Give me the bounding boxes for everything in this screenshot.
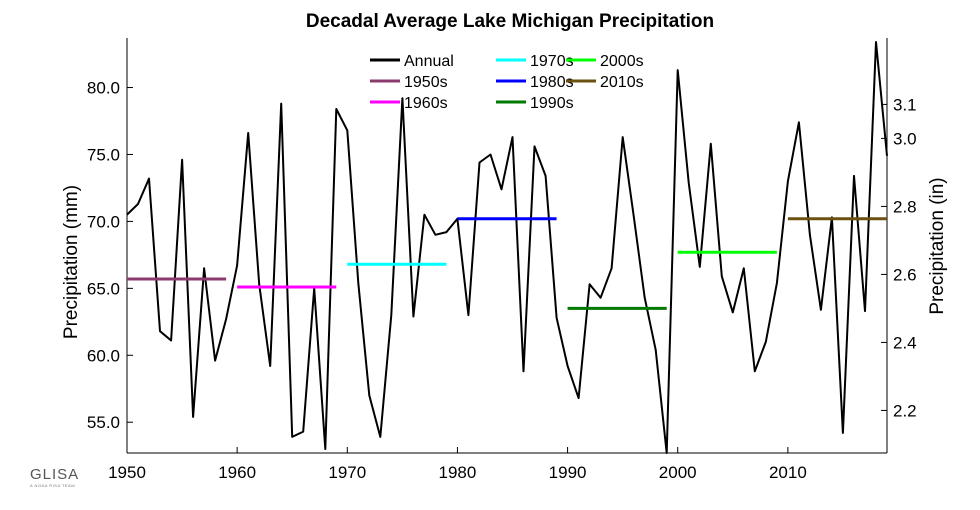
legend-label: 1970s — [530, 53, 574, 70]
x-tick-label: 1950 — [108, 463, 146, 482]
x-tick-label: 1970 — [328, 463, 366, 482]
annual-series-line — [126, 41, 888, 454]
y2-tick-label: 3.1 — [893, 95, 917, 114]
legend: Annual 1950s 1960s 1970s 1980s 1990s 2000s 2010… — [370, 53, 644, 112]
glisa-logo: GLISA A NOAA RISA TEAM — [30, 466, 79, 488]
x-tick-label: 2010 — [769, 463, 807, 482]
y2-tick-label: 2.4 — [893, 333, 917, 352]
y-tick-label: 75.0 — [87, 145, 120, 164]
legend-label: 2000s — [600, 53, 644, 70]
y2-axis-label: Precipitation (in) — [927, 177, 948, 314]
y2-tick-label: 3.0 — [893, 129, 917, 148]
x-tick-label: 2000 — [659, 463, 697, 482]
x-tick-label: 1980 — [439, 463, 477, 482]
y-tick-label: 55.0 — [87, 413, 120, 432]
legend-label: 2010s — [600, 74, 644, 91]
x-tick-label: 1990 — [549, 463, 587, 482]
y-tick-label: 65.0 — [87, 279, 120, 298]
logo-subtext: A NOAA RISA TEAM — [30, 483, 76, 488]
legend-label: 1990s — [530, 95, 574, 112]
y2-tick-label: 2.2 — [893, 401, 917, 420]
y-tick-label: 70.0 — [87, 212, 120, 231]
legend-label: Annual — [404, 53, 454, 70]
x-tick-label: 1960 — [218, 463, 256, 482]
y-tick-label: 60.0 — [87, 346, 120, 365]
legend-label: 1960s — [404, 95, 448, 112]
y-tick-label: 80.0 — [87, 79, 120, 98]
logo-text: GLISA — [30, 466, 80, 483]
chart-title: Decadal Average Lake Michigan Precipitat… — [306, 11, 714, 32]
y2-tick-label: 2.8 — [893, 197, 917, 216]
y2-tick-label: 2.6 — [893, 265, 917, 284]
y-axis-label: Precipitation (mm) — [61, 185, 82, 339]
legend-label: 1950s — [404, 74, 448, 91]
legend-label: 1980s — [530, 74, 574, 91]
